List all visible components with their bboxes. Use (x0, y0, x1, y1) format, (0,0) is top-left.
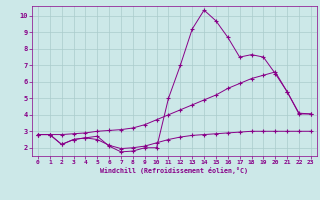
X-axis label: Windchill (Refroidissement éolien,°C): Windchill (Refroidissement éolien,°C) (100, 167, 248, 174)
